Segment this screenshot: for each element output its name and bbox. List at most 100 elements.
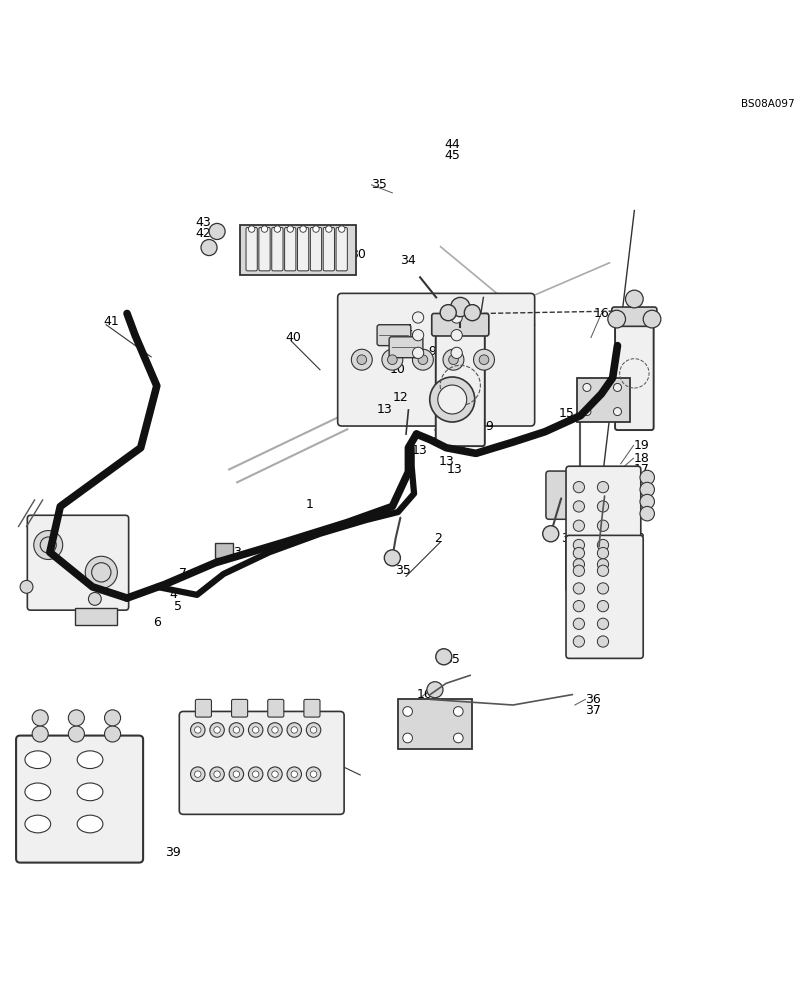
FancyBboxPatch shape: [565, 466, 640, 592]
FancyBboxPatch shape: [545, 471, 601, 519]
Text: 7: 7: [179, 567, 187, 580]
Circle shape: [201, 240, 217, 256]
Circle shape: [267, 767, 282, 781]
Circle shape: [248, 723, 263, 737]
Circle shape: [642, 310, 660, 328]
Circle shape: [190, 767, 205, 781]
Circle shape: [435, 649, 451, 665]
FancyBboxPatch shape: [195, 699, 211, 717]
FancyBboxPatch shape: [75, 608, 116, 625]
Text: 38: 38: [317, 744, 333, 757]
FancyBboxPatch shape: [577, 378, 629, 422]
Circle shape: [573, 559, 584, 570]
Text: 36: 36: [585, 693, 601, 706]
Circle shape: [453, 733, 463, 743]
Text: 34: 34: [400, 254, 416, 267]
Circle shape: [573, 565, 584, 576]
Text: 12: 12: [454, 439, 470, 452]
Text: 13: 13: [438, 455, 454, 468]
FancyBboxPatch shape: [431, 313, 488, 336]
Circle shape: [573, 482, 584, 493]
Text: 8: 8: [410, 331, 418, 344]
Text: 13: 13: [376, 403, 392, 416]
Circle shape: [597, 636, 608, 647]
Circle shape: [613, 408, 621, 416]
Circle shape: [287, 226, 293, 232]
Text: 35: 35: [395, 564, 411, 577]
Circle shape: [597, 482, 608, 493]
Circle shape: [573, 520, 584, 531]
Text: 24: 24: [593, 551, 609, 564]
Circle shape: [271, 771, 278, 777]
Circle shape: [542, 526, 558, 542]
Circle shape: [573, 547, 584, 559]
Circle shape: [271, 727, 278, 733]
Text: BS08A097: BS08A097: [740, 99, 793, 109]
Circle shape: [233, 727, 239, 733]
Circle shape: [607, 310, 625, 328]
Ellipse shape: [25, 783, 51, 801]
Text: 35: 35: [371, 178, 387, 191]
Text: 11: 11: [432, 428, 448, 441]
Ellipse shape: [77, 815, 103, 833]
Circle shape: [597, 583, 608, 594]
Circle shape: [573, 539, 584, 551]
Circle shape: [312, 226, 319, 232]
FancyBboxPatch shape: [27, 515, 128, 610]
Circle shape: [351, 349, 372, 370]
Circle shape: [453, 707, 463, 716]
Circle shape: [597, 539, 608, 551]
Circle shape: [639, 494, 654, 509]
Circle shape: [429, 377, 474, 422]
Circle shape: [597, 600, 608, 612]
Circle shape: [194, 727, 201, 733]
Text: 22: 22: [612, 559, 628, 572]
Text: 8: 8: [463, 395, 471, 408]
Circle shape: [20, 580, 33, 593]
Text: 3: 3: [233, 546, 241, 559]
Circle shape: [573, 600, 584, 612]
Circle shape: [597, 520, 608, 531]
Circle shape: [233, 771, 239, 777]
FancyBboxPatch shape: [246, 227, 257, 271]
Ellipse shape: [77, 783, 103, 801]
FancyBboxPatch shape: [239, 225, 356, 275]
Circle shape: [194, 771, 201, 777]
Circle shape: [450, 312, 462, 323]
Circle shape: [597, 565, 608, 576]
Circle shape: [412, 312, 423, 323]
Circle shape: [597, 559, 608, 570]
Circle shape: [325, 226, 332, 232]
Circle shape: [267, 723, 282, 737]
Text: 4: 4: [169, 588, 177, 601]
Circle shape: [437, 385, 466, 414]
Circle shape: [573, 636, 584, 647]
Circle shape: [387, 355, 397, 365]
Text: 14: 14: [459, 387, 475, 400]
Circle shape: [261, 226, 267, 232]
Circle shape: [248, 226, 255, 232]
Text: 25: 25: [601, 548, 617, 561]
Circle shape: [384, 550, 400, 566]
Text: 12: 12: [392, 391, 408, 404]
FancyBboxPatch shape: [565, 535, 642, 658]
FancyBboxPatch shape: [336, 227, 347, 271]
Text: 28: 28: [628, 532, 644, 545]
FancyBboxPatch shape: [231, 699, 247, 717]
FancyBboxPatch shape: [304, 699, 320, 717]
Text: 35: 35: [560, 532, 577, 545]
Circle shape: [252, 771, 259, 777]
Text: 2: 2: [434, 532, 442, 545]
Text: 41: 41: [103, 315, 119, 328]
FancyBboxPatch shape: [284, 227, 296, 271]
Circle shape: [450, 347, 462, 358]
FancyBboxPatch shape: [389, 337, 422, 358]
Circle shape: [68, 710, 84, 726]
Circle shape: [252, 727, 259, 733]
Text: 39: 39: [165, 846, 181, 859]
Circle shape: [88, 592, 101, 605]
Text: 44: 44: [443, 138, 459, 151]
Text: 15: 15: [558, 407, 574, 420]
FancyBboxPatch shape: [377, 325, 410, 346]
Circle shape: [248, 767, 263, 781]
